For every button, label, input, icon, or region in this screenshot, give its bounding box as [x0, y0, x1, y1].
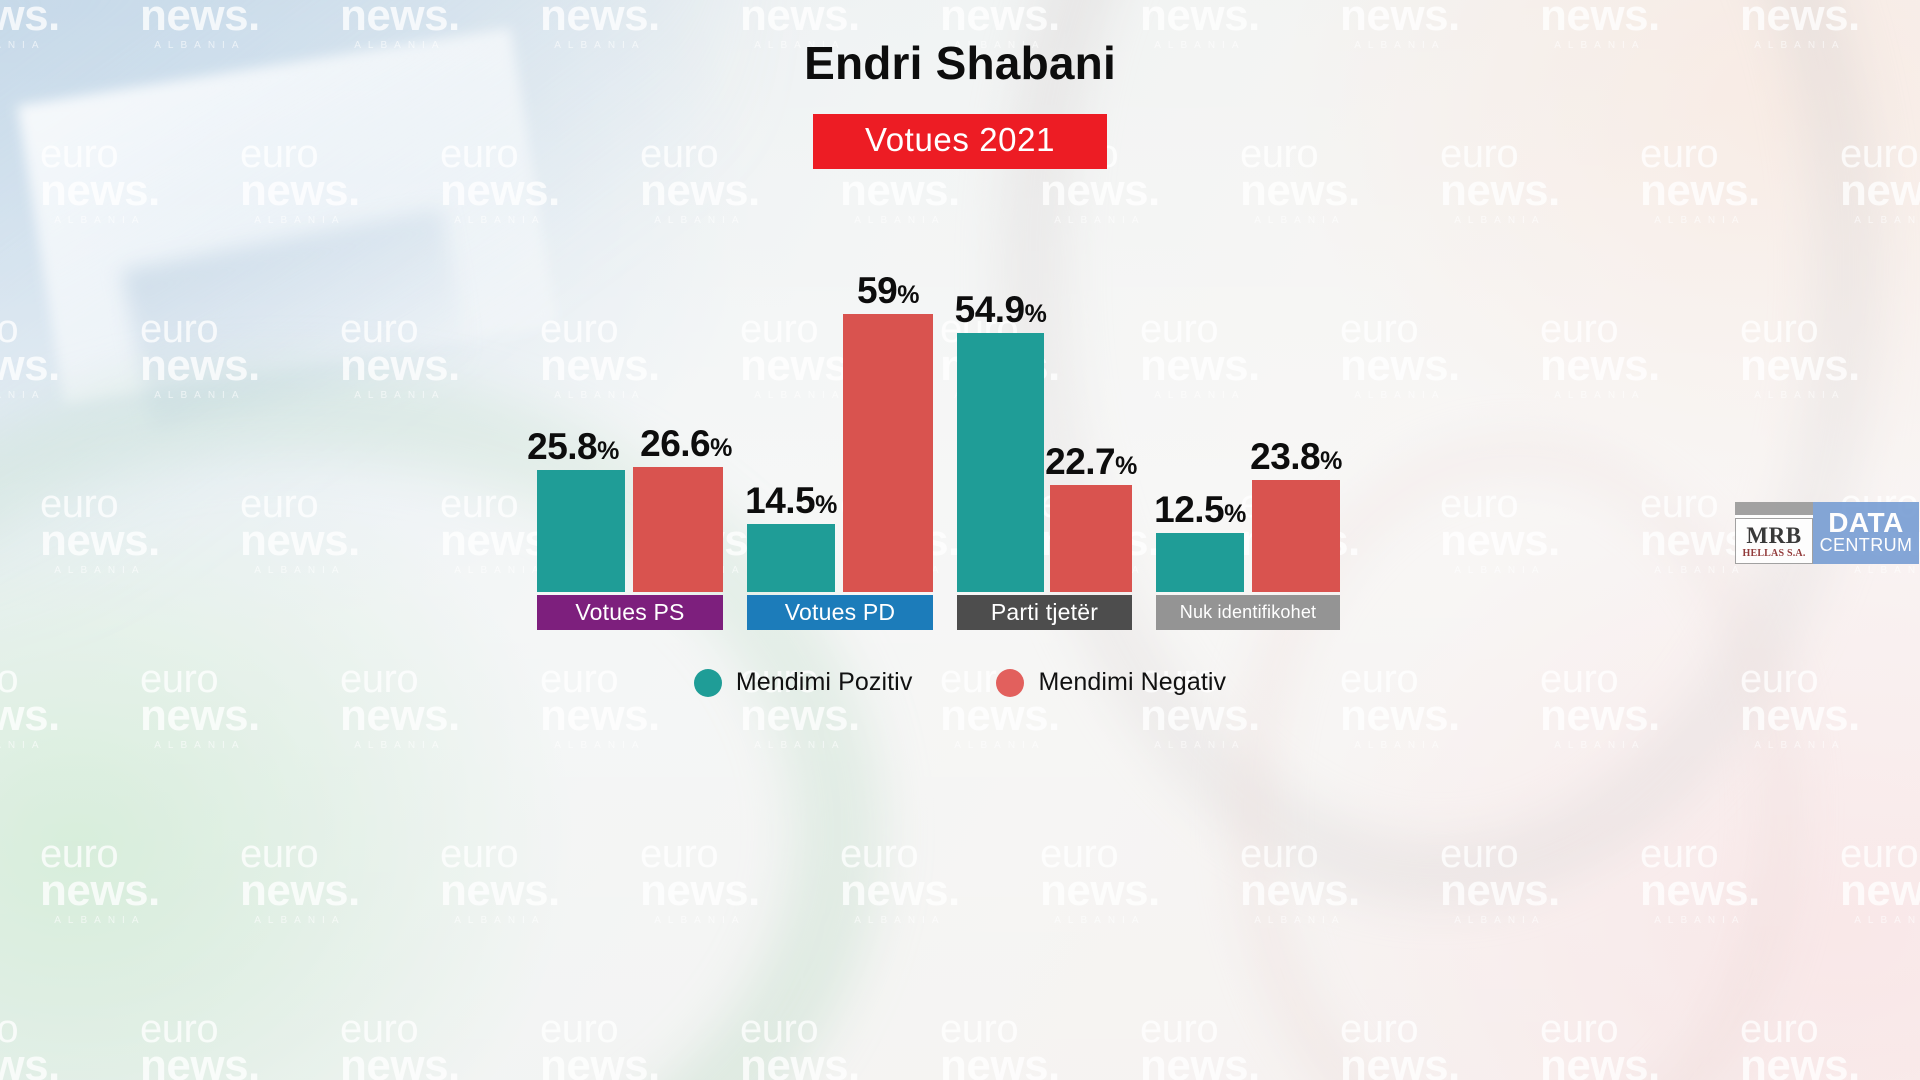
bar-slot-positive: 54.9%: [955, 262, 1047, 592]
bar-slot-negative: 26.6%: [633, 262, 732, 592]
bar-slot-positive: 25.8%: [527, 262, 625, 592]
page-title: Endri Shabani: [804, 37, 1116, 89]
bar-votues-pd-negative: 59%: [843, 272, 933, 592]
data-centrum-bottom-text: CENTRUM: [1819, 535, 1913, 556]
circle-icon: [996, 668, 1025, 697]
bar-slot-negative: 22.7%: [1045, 262, 1137, 592]
bar-nuk-identifikohet-positive: 12.5%: [1154, 491, 1246, 592]
bar-value-label: 12.5%: [1154, 489, 1246, 531]
bar-value-label: 22.7%: [1045, 441, 1137, 482]
circle-icon: [693, 668, 722, 697]
mrb-logo: MRB HELLAS S.A.: [1735, 502, 1813, 564]
data-centrum-logo: DATA CENTRUM: [1813, 502, 1919, 564]
bar-value-label: 25.8%: [527, 426, 619, 468]
mrb-data-centrum-logo: MRB HELLAS S.A. DATA CENTRUM: [1735, 502, 1919, 564]
bar-votues-ps-positive: 25.8%: [527, 428, 625, 592]
bar-votues-ps-negative: 26.6%: [633, 425, 732, 592]
mrb-logo-subtext: HELLAS S.A.: [1742, 547, 1806, 559]
bar-groups: 25.8% 26.6% 14.5% 59%: [527, 262, 1388, 592]
bar-value-label: 23.8%: [1250, 435, 1342, 477]
bar-value-label: 54.9%: [954, 289, 1047, 331]
bar-group-parti-tjeter: 54.9% 22.7%: [955, 262, 1137, 592]
bar-value-label: 14.5%: [745, 479, 837, 521]
mrb-logo-box: MRB HELLAS S.A.: [1735, 518, 1813, 564]
bar-slot-positive: 12.5%: [1154, 262, 1246, 592]
category-label-votues-pd: Votues PD: [747, 595, 933, 630]
category-label-parti-tjeter: Parti tjetër: [957, 595, 1132, 630]
bar-nuk-identifikohet-negative: 23.8%: [1250, 438, 1342, 592]
bar-slot-positive: 14.5%: [745, 262, 837, 592]
category-label-votues-ps: Votues PS: [537, 595, 723, 630]
bar-value-label: 59%: [857, 269, 919, 311]
mrb-logo-text: MRB: [1746, 522, 1802, 548]
legend-label: Mendimi Pozitiv: [735, 668, 913, 696]
legend-label: Mendimi Negativ: [1038, 668, 1227, 696]
bar-group-nuk-identifikohet: 12.5% 23.8%: [1154, 262, 1342, 592]
mrb-logo-inner: MRB HELLAS S.A.: [1736, 519, 1812, 563]
bar-parti-tjeter-positive: 54.9%: [955, 291, 1047, 592]
bar-value-label: 26.6%: [640, 422, 732, 464]
bar-group-votues-ps: 25.8% 26.6%: [527, 262, 732, 592]
bar-group-votues-pd: 14.5% 59%: [745, 262, 933, 592]
category-label-nuk-identifikohet: Nuk identifikohet: [1156, 595, 1340, 630]
bar-slot-negative: 23.8%: [1250, 262, 1342, 592]
mrb-logo-bar: [1735, 502, 1813, 515]
bar-slot-negative: 59%: [843, 262, 933, 592]
bar-parti-tjeter-negative: 22.7%: [1045, 443, 1137, 592]
category-labels: Votues PS Votues PD Parti tjetër Nuk ide…: [537, 595, 1388, 630]
data-centrum-top-text: DATA: [1828, 506, 1904, 538]
bar-votues-pd-positive: 14.5%: [745, 482, 837, 592]
legend-item-negative: Mendimi Negativ: [996, 668, 1226, 697]
subtitle-banner-wrap: Votues 2021: [0, 114, 1920, 169]
bar-chart: 25.8% 26.6% 14.5% 59%: [527, 262, 1388, 632]
subtitle-banner: Votues 2021: [812, 114, 1108, 169]
chart-legend: Mendimi Pozitiv Mendimi Negativ: [0, 668, 1920, 697]
legend-item-positive: Mendimi Pozitiv: [693, 668, 913, 697]
